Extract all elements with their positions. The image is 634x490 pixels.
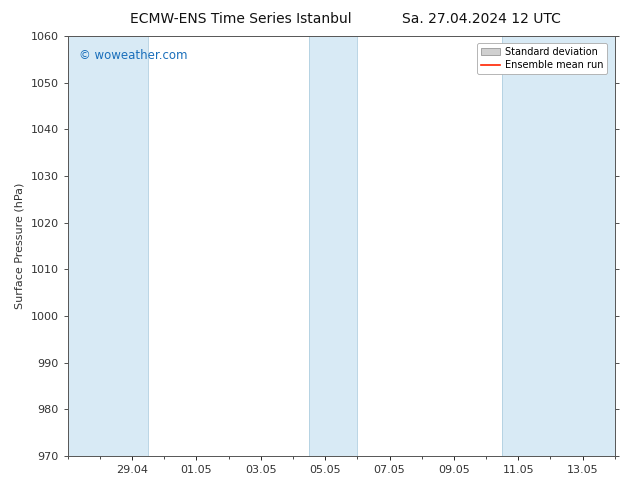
Text: ECMW-ENS Time Series Istanbul: ECMW-ENS Time Series Istanbul [130, 12, 352, 26]
Bar [309, 36, 358, 456]
Text: © woweather.com: © woweather.com [79, 49, 187, 62]
Bar [502, 36, 615, 456]
Text: Sa. 27.04.2024 12 UTC: Sa. 27.04.2024 12 UTC [403, 12, 561, 26]
Legend: Standard deviation, Ensemble mean run: Standard deviation, Ensemble mean run [477, 43, 607, 74]
Bar [68, 36, 148, 456]
Y-axis label: Surface Pressure (hPa): Surface Pressure (hPa) [15, 183, 25, 309]
